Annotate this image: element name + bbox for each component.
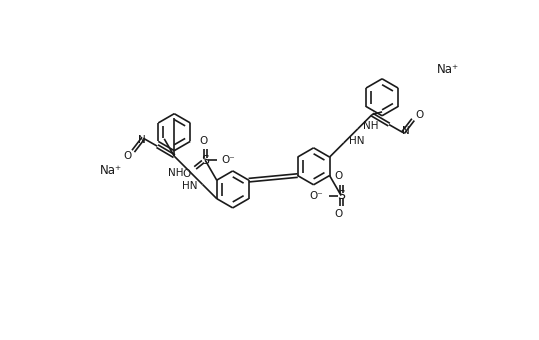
Text: S: S [337, 189, 345, 202]
Text: O: O [183, 169, 191, 179]
Text: O: O [199, 136, 208, 146]
Text: NH: NH [168, 168, 183, 177]
Text: O⁻: O⁻ [222, 155, 235, 165]
Text: HN: HN [349, 136, 364, 146]
Text: HN: HN [182, 181, 197, 191]
Text: S: S [201, 154, 209, 167]
Text: Na⁺: Na⁺ [437, 63, 459, 76]
Text: Na⁺: Na⁺ [100, 164, 122, 177]
Text: N: N [138, 135, 146, 145]
Text: O: O [415, 110, 423, 120]
Text: O: O [335, 171, 343, 181]
Text: N: N [402, 126, 409, 136]
Text: O: O [335, 209, 343, 219]
Text: O: O [123, 151, 131, 161]
Text: O⁻: O⁻ [309, 190, 323, 201]
Text: NH: NH [363, 121, 379, 132]
